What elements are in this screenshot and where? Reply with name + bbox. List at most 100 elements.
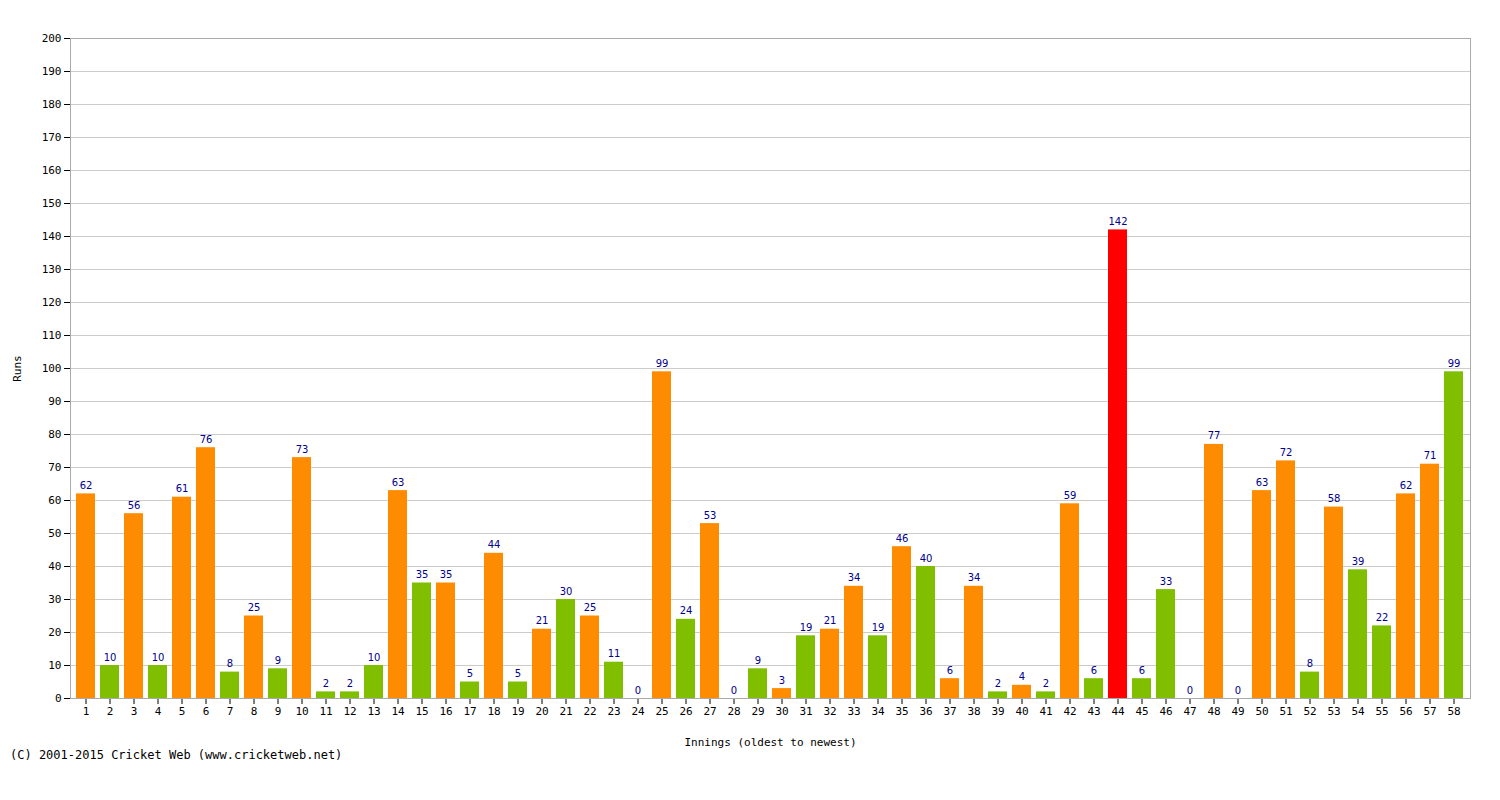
svg-text:21: 21 [536, 615, 549, 626]
svg-text:30: 30 [560, 586, 573, 597]
svg-text:62: 62 [80, 480, 93, 491]
svg-text:24: 24 [631, 705, 645, 718]
svg-text:20: 20 [535, 705, 548, 718]
svg-text:31: 31 [799, 705, 812, 718]
svg-text:35: 35 [440, 569, 453, 580]
svg-text:8: 8 [251, 705, 258, 718]
svg-text:142: 142 [1108, 216, 1127, 227]
svg-text:180: 180 [42, 98, 62, 111]
svg-text:10: 10 [368, 652, 381, 663]
svg-text:46: 46 [1159, 705, 1172, 718]
svg-text:50: 50 [1255, 705, 1268, 718]
svg-text:60: 60 [48, 494, 61, 507]
svg-text:48: 48 [1207, 705, 1220, 718]
svg-text:37: 37 [943, 705, 956, 718]
svg-text:50: 50 [48, 527, 61, 540]
svg-text:39: 39 [1352, 556, 1365, 567]
svg-text:40: 40 [48, 560, 61, 573]
svg-text:120: 120 [42, 296, 62, 309]
svg-text:9: 9 [755, 655, 761, 666]
svg-text:17: 17 [463, 705, 476, 718]
svg-text:19: 19 [511, 705, 524, 718]
svg-text:14: 14 [391, 705, 405, 718]
svg-text:47: 47 [1183, 705, 1196, 718]
svg-text:25: 25 [655, 705, 668, 718]
svg-text:58: 58 [1328, 493, 1341, 504]
svg-text:130: 130 [42, 263, 62, 276]
svg-text:9: 9 [275, 655, 281, 666]
svg-text:21: 21 [824, 615, 837, 626]
svg-text:200: 200 [42, 32, 62, 45]
svg-text:5: 5 [515, 668, 521, 679]
svg-text:0: 0 [635, 685, 641, 696]
svg-text:35: 35 [895, 705, 908, 718]
svg-text:0: 0 [1187, 685, 1193, 696]
svg-text:77: 77 [1208, 430, 1221, 441]
svg-text:160: 160 [42, 164, 62, 177]
svg-text:99: 99 [1448, 358, 1461, 369]
svg-text:30: 30 [775, 705, 788, 718]
svg-text:0: 0 [1235, 685, 1241, 696]
svg-text:25: 25 [584, 602, 597, 613]
svg-text:63: 63 [1256, 477, 1269, 488]
svg-text:38: 38 [967, 705, 980, 718]
svg-text:2: 2 [107, 705, 114, 718]
svg-text:54: 54 [1351, 705, 1365, 718]
svg-text:39: 39 [991, 705, 1004, 718]
svg-text:140: 140 [42, 230, 62, 243]
svg-text:100: 100 [42, 362, 62, 375]
svg-text:40: 40 [920, 553, 933, 564]
svg-text:25: 25 [248, 602, 261, 613]
svg-text:51: 51 [1279, 705, 1292, 718]
svg-text:10: 10 [48, 659, 61, 672]
svg-text:6: 6 [1091, 665, 1097, 676]
svg-text:44: 44 [1111, 705, 1125, 718]
svg-text:73: 73 [296, 444, 309, 455]
svg-text:23: 23 [607, 705, 620, 718]
svg-text:22: 22 [583, 705, 596, 718]
svg-text:21: 21 [559, 705, 572, 718]
svg-text:4: 4 [155, 705, 162, 718]
svg-text:27: 27 [703, 705, 716, 718]
svg-text:29: 29 [751, 705, 764, 718]
svg-text:30: 30 [48, 593, 61, 606]
svg-text:12: 12 [343, 705, 356, 718]
svg-text:57: 57 [1423, 705, 1436, 718]
svg-text:6: 6 [947, 665, 953, 676]
svg-text:8: 8 [227, 658, 233, 669]
svg-text:35: 35 [416, 569, 429, 580]
svg-text:99: 99 [656, 358, 669, 369]
svg-text:170: 170 [42, 131, 62, 144]
svg-text:34: 34 [871, 705, 885, 718]
svg-text:9: 9 [275, 705, 282, 718]
svg-text:0: 0 [731, 685, 737, 696]
svg-text:2: 2 [323, 678, 329, 689]
svg-text:22: 22 [1376, 612, 1389, 623]
svg-text:3: 3 [779, 675, 785, 686]
svg-text:16: 16 [439, 705, 452, 718]
svg-text:52: 52 [1303, 705, 1316, 718]
svg-text:11: 11 [319, 705, 332, 718]
svg-text:18: 18 [487, 705, 500, 718]
svg-text:24: 24 [680, 605, 693, 616]
svg-text:34: 34 [968, 572, 981, 583]
svg-text:1: 1 [83, 705, 90, 718]
svg-text:Innings (oldest to newest): Innings (oldest to newest) [684, 736, 856, 749]
svg-text:56: 56 [128, 500, 141, 511]
svg-text:61: 61 [176, 483, 189, 494]
svg-text:33: 33 [1160, 576, 1173, 587]
svg-text:10: 10 [295, 705, 308, 718]
svg-text:4: 4 [1019, 671, 1025, 682]
svg-text:63: 63 [392, 477, 405, 488]
svg-text:40: 40 [1015, 705, 1028, 718]
svg-text:Runs: Runs [11, 355, 24, 382]
svg-text:150: 150 [42, 197, 62, 210]
svg-text:6: 6 [1139, 665, 1145, 676]
svg-text:70: 70 [48, 461, 61, 474]
svg-text:2: 2 [347, 678, 353, 689]
svg-text:10: 10 [152, 652, 165, 663]
svg-text:36: 36 [919, 705, 932, 718]
svg-text:3: 3 [131, 705, 138, 718]
svg-text:11: 11 [608, 648, 621, 659]
svg-text:5: 5 [467, 668, 473, 679]
